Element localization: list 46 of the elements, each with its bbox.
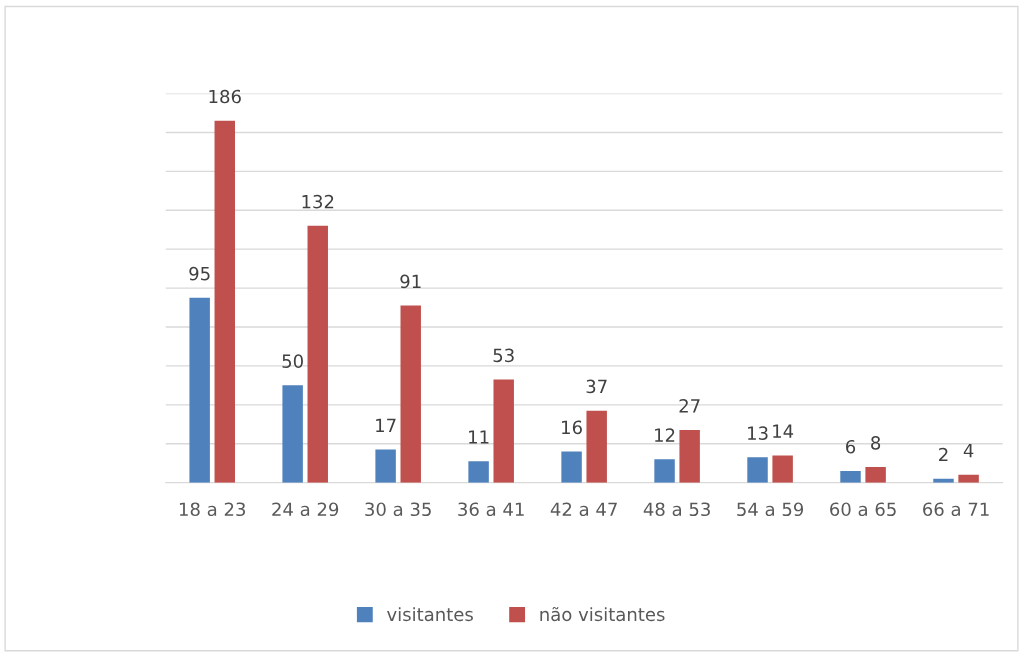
bar <box>561 451 582 483</box>
data-label: 50 <box>282 354 303 368</box>
x-tick-label: 60 a 65 <box>830 502 896 517</box>
bar <box>679 430 700 483</box>
bar <box>654 459 675 483</box>
bar <box>772 455 793 483</box>
x-tick-label: 36 a 41 <box>458 502 524 517</box>
data-label: 95 <box>189 266 210 281</box>
x-tick-label: 66 a 71 <box>923 502 989 517</box>
bar <box>840 470 861 483</box>
data-label: 53 <box>493 348 514 363</box>
data-label: 16 <box>562 420 582 435</box>
bar <box>468 461 489 483</box>
data-label: 13 <box>748 426 768 440</box>
data-label: 186 <box>209 89 241 104</box>
legend-label: visitantes <box>387 607 473 622</box>
bar <box>400 305 421 483</box>
bar <box>747 457 768 483</box>
data-label: 17 <box>376 418 396 432</box>
data-label: 12 <box>655 428 675 442</box>
bar <box>586 410 607 483</box>
data-label: 8 <box>871 436 881 450</box>
bar <box>282 385 303 483</box>
bar <box>214 120 235 483</box>
bar <box>375 449 396 483</box>
data-label: 91 <box>400 274 421 289</box>
x-tick-label: 48 a 53 <box>643 502 710 517</box>
data-label: 2 <box>939 447 948 462</box>
x-tick-label: 42 a 47 <box>550 502 617 517</box>
data-label: 37 <box>586 379 607 394</box>
x-tick-label: 54 a 59 <box>737 502 804 517</box>
bar <box>189 297 210 483</box>
x-tick-label: 18 a 23 <box>179 502 246 517</box>
data-label: 4 <box>963 444 974 458</box>
data-label: 11 <box>469 430 489 444</box>
data-label: 132 <box>302 194 334 209</box>
data-label: 6 <box>846 439 856 454</box>
x-tick-label: 30 a 35 <box>365 502 431 517</box>
x-tick-label: 24 a 29 <box>272 502 339 517</box>
bar <box>493 379 514 483</box>
bar <box>958 474 979 483</box>
data-label: 14 <box>773 424 794 438</box>
legend-label: não visitantes <box>540 606 665 622</box>
bar <box>307 225 328 483</box>
bar <box>865 467 886 483</box>
data-label: 27 <box>679 399 700 413</box>
